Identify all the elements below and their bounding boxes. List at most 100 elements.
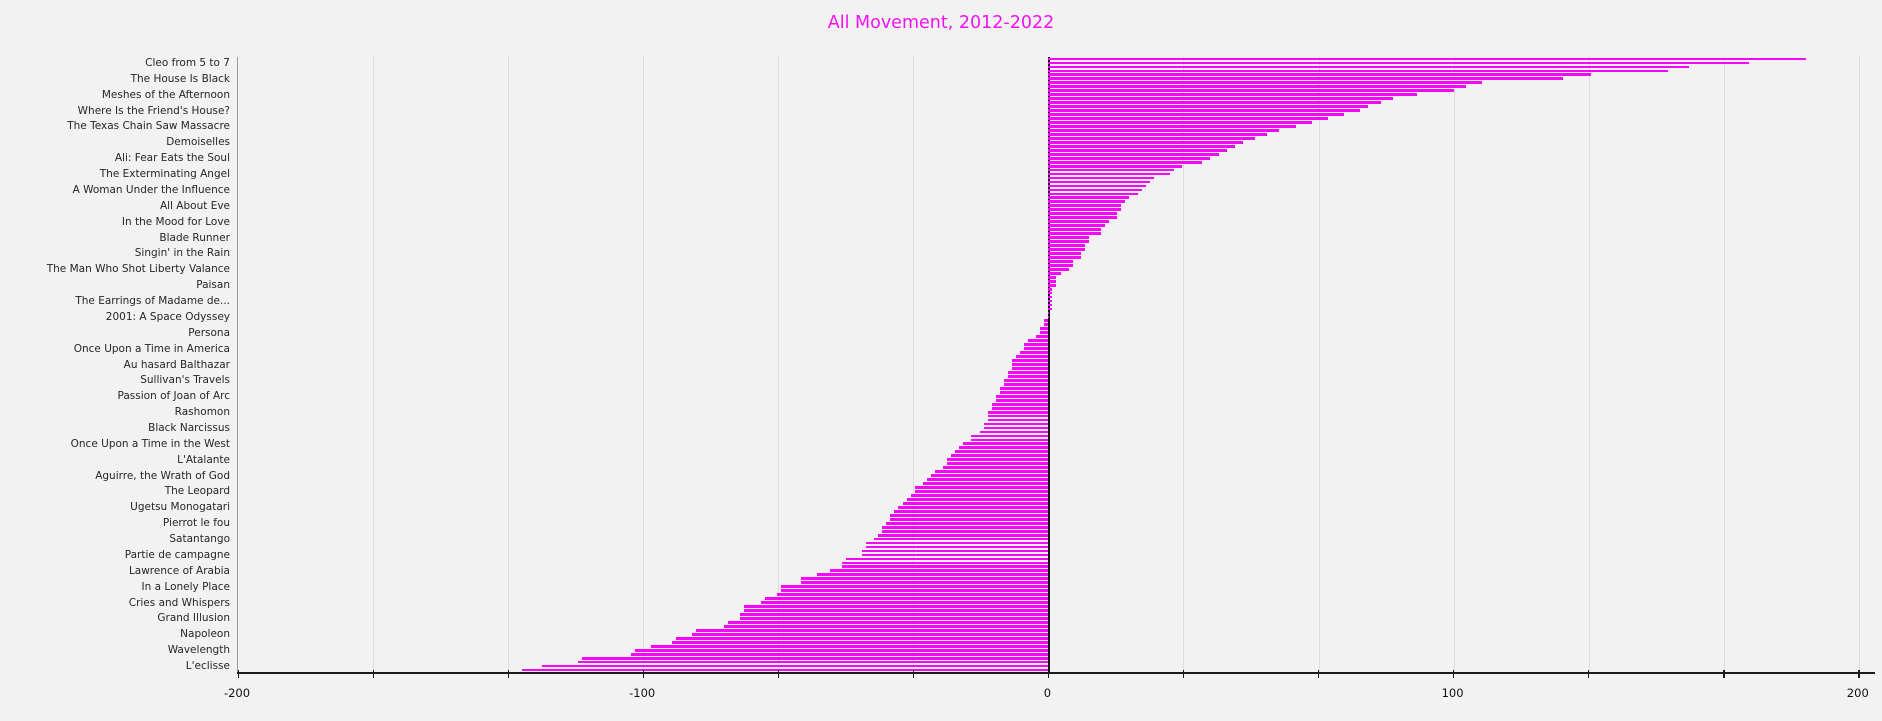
gridline bbox=[913, 57, 915, 672]
bar bbox=[1048, 307, 1053, 311]
y-axis-label: Meshes of the Afternoon bbox=[101, 88, 230, 101]
y-axis-label: Once Upon a Time in America bbox=[73, 342, 230, 355]
bar bbox=[951, 454, 1049, 458]
y-axis-label: Demoiselles bbox=[166, 136, 230, 149]
x-tick bbox=[1047, 670, 1050, 678]
bar bbox=[983, 426, 1049, 430]
bar bbox=[631, 652, 1049, 656]
bar bbox=[1048, 69, 1669, 73]
y-axis-label: Singin' in the Rain bbox=[134, 247, 230, 260]
bar bbox=[1048, 295, 1053, 299]
bar bbox=[995, 394, 1049, 398]
bar bbox=[1048, 176, 1154, 180]
y-axis-label: L'eclisse bbox=[185, 660, 230, 673]
bar bbox=[1048, 89, 1454, 93]
bar bbox=[963, 442, 1049, 446]
bar bbox=[959, 446, 1049, 450]
gridline bbox=[643, 57, 645, 672]
x-tick bbox=[1588, 670, 1590, 678]
bar bbox=[922, 482, 1049, 485]
bar bbox=[1048, 160, 1203, 164]
x-tick bbox=[642, 670, 644, 678]
bar bbox=[1048, 216, 1118, 220]
bar bbox=[1048, 85, 1466, 89]
bar bbox=[914, 486, 1049, 489]
bar bbox=[578, 660, 1049, 664]
bar bbox=[926, 478, 1049, 481]
bar bbox=[991, 402, 1049, 406]
bar bbox=[740, 617, 1049, 620]
bar bbox=[987, 410, 1049, 414]
gridline bbox=[373, 57, 375, 672]
bar bbox=[995, 398, 1049, 402]
bar bbox=[1024, 347, 1049, 351]
bar bbox=[1040, 327, 1049, 331]
bar bbox=[1003, 378, 1049, 382]
bar bbox=[866, 545, 1049, 549]
bar bbox=[1048, 200, 1126, 204]
bar bbox=[1048, 248, 1085, 251]
bar bbox=[1048, 77, 1563, 81]
bar bbox=[724, 624, 1049, 628]
bar bbox=[740, 613, 1049, 616]
bar bbox=[898, 505, 1049, 509]
x-tick bbox=[237, 670, 239, 678]
y-axis-label: Blade Runner bbox=[159, 231, 230, 244]
gridline bbox=[1318, 57, 1320, 672]
bar bbox=[910, 494, 1049, 497]
bar bbox=[744, 605, 1049, 608]
bar bbox=[728, 621, 1049, 624]
y-axis-label: Grand Illusion bbox=[157, 612, 230, 625]
bar bbox=[695, 628, 1049, 632]
y-axis-label: The Leopard bbox=[164, 485, 230, 498]
y-axis-label: Pierrot le fou bbox=[162, 517, 230, 530]
bar bbox=[1048, 315, 1050, 319]
y-axis-label: A Woman Under the Influence bbox=[72, 183, 230, 196]
bar bbox=[1048, 109, 1361, 112]
bar bbox=[890, 513, 1049, 517]
bar bbox=[979, 430, 1049, 434]
bar bbox=[1048, 232, 1102, 235]
bar bbox=[914, 490, 1049, 493]
bar bbox=[817, 573, 1049, 577]
y-axis-label: Napoleon bbox=[180, 628, 230, 641]
bar bbox=[1040, 331, 1049, 335]
y-axis-label: L'Atalante bbox=[177, 453, 230, 466]
x-tick bbox=[1858, 670, 1860, 678]
bar bbox=[1048, 287, 1053, 291]
bar bbox=[1048, 192, 1138, 196]
bar bbox=[1048, 252, 1081, 255]
bar bbox=[1048, 172, 1170, 176]
bar bbox=[947, 462, 1049, 466]
y-axis-label: Ali: Fear Eats the Soul bbox=[114, 152, 230, 165]
bar bbox=[841, 565, 1049, 569]
bar bbox=[1036, 335, 1049, 339]
bar bbox=[1048, 303, 1053, 307]
bar bbox=[1048, 136, 1256, 140]
x-tick bbox=[1453, 670, 1455, 678]
zero-line bbox=[1048, 57, 1050, 672]
bar bbox=[744, 609, 1049, 612]
bar bbox=[890, 517, 1049, 521]
bar bbox=[780, 589, 1049, 593]
bar bbox=[894, 509, 1049, 513]
bar bbox=[1048, 57, 1807, 61]
bar bbox=[1048, 73, 1592, 77]
gridline bbox=[1453, 57, 1455, 672]
bar bbox=[1048, 168, 1174, 172]
bar bbox=[987, 418, 1049, 422]
bar bbox=[971, 434, 1049, 438]
y-axis-label: Wavelength bbox=[167, 644, 230, 657]
y-axis-label: All About Eve bbox=[159, 199, 230, 212]
bar bbox=[955, 450, 1049, 454]
bar bbox=[1048, 125, 1296, 128]
y-axis-label: Aguirre, the Wrath of God bbox=[95, 469, 230, 482]
bar bbox=[1048, 152, 1219, 156]
bar bbox=[635, 648, 1049, 652]
bar bbox=[651, 644, 1049, 648]
bar bbox=[1044, 323, 1049, 327]
y-axis-label: Satantango bbox=[169, 533, 230, 546]
y-axis-label: Cleo from 5 to 7 bbox=[145, 56, 230, 69]
y-axis-label: 2001: A Space Odyssey bbox=[105, 310, 230, 323]
bar bbox=[1048, 279, 1057, 283]
